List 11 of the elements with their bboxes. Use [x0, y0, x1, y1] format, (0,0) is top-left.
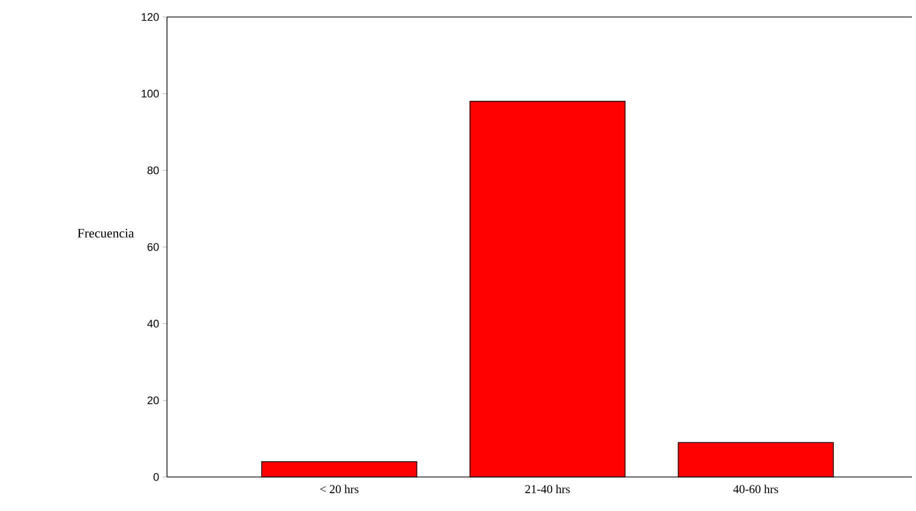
y-tick-label: 80	[148, 166, 159, 174]
y-tick-label: 60	[148, 243, 159, 251]
y-tick-label: 40	[147, 320, 159, 328]
y-tick-label: 120	[142, 13, 159, 21]
y-axis-title: Frecuencia	[78, 228, 134, 238]
y-tick-label: 100	[142, 90, 159, 98]
x-tick-label: < 20 hrs	[320, 484, 358, 494]
y-tick-label: 0	[154, 473, 159, 481]
x-tick-label: 40-60 hrs	[733, 484, 778, 494]
x-tick-label: 21-40 hrs	[525, 484, 570, 494]
y-tick-label: 20	[148, 396, 159, 404]
